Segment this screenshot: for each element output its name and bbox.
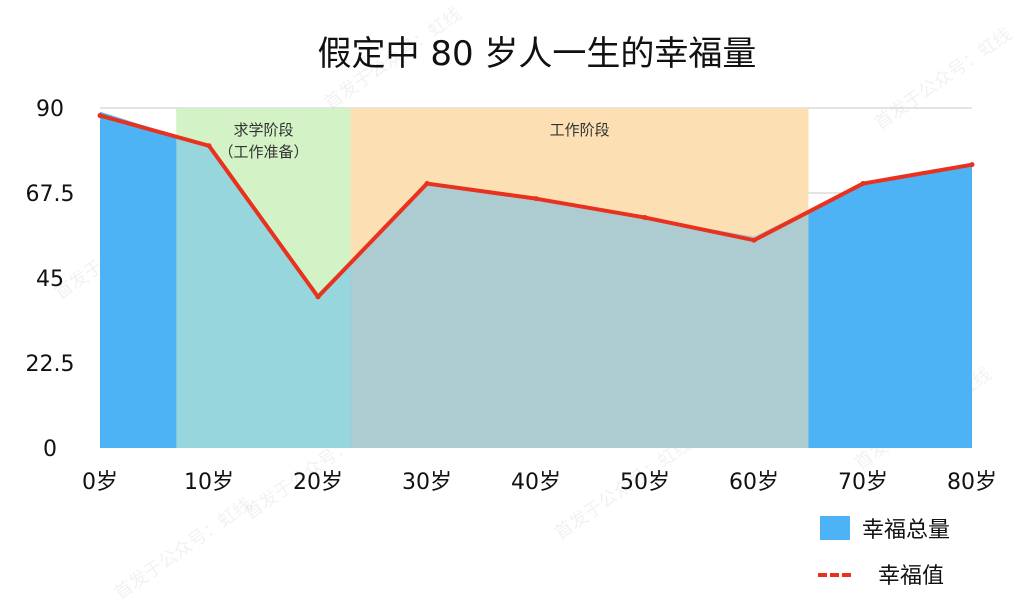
legend-label: 幸福值	[878, 564, 944, 589]
x-tick-label: 30岁	[402, 470, 452, 495]
x-tick-label: 10岁	[184, 470, 234, 495]
x-tick-label: 60岁	[729, 470, 779, 495]
x-tick-label: 20岁	[293, 470, 343, 495]
happiness-value-point	[860, 181, 866, 187]
x-tick-label: 40岁	[511, 470, 561, 495]
x-tick-label: 0岁	[82, 470, 118, 495]
y-tick-label: 45	[36, 267, 64, 292]
y-axis-ticks: 0 22.5 45 67.5 90	[26, 97, 75, 462]
watermark-text: 首发于公众号：虹线	[871, 24, 1016, 134]
band-label: 工作阶段	[550, 121, 610, 139]
line-layer	[97, 113, 975, 300]
band-overlays	[176, 108, 809, 448]
happiness-value-point	[97, 113, 103, 119]
band-label: 求学阶段	[233, 121, 293, 139]
happiness-value-point	[424, 181, 430, 187]
x-tick-label: 50岁	[620, 470, 670, 495]
happiness-value-point	[533, 196, 539, 202]
x-tick-label: 70岁	[838, 470, 888, 495]
band-labels: 求学阶段 （工作准备） 工作阶段	[218, 121, 609, 161]
happiness-value-point	[315, 294, 321, 300]
legend-label: 幸福总量	[862, 518, 950, 543]
stage-band-overlay	[176, 108, 351, 448]
y-tick-label: 67.5	[26, 182, 75, 207]
happiness-value-point	[642, 215, 648, 221]
happiness-value-point	[206, 143, 212, 149]
y-tick-label: 0	[43, 437, 57, 462]
happiness-value-point	[751, 237, 757, 243]
stage-band-overlay	[350, 108, 809, 448]
chart-title: 假定中 80 岁人一生的幸福量	[318, 34, 757, 74]
x-tick-label: 80岁	[947, 470, 997, 495]
happiness-value-point	[969, 162, 975, 168]
legend-swatch-area	[820, 516, 850, 540]
x-axis-ticks: 0岁 10岁 20岁 30岁 40岁 50岁 60岁 70岁 80岁	[82, 470, 997, 495]
watermark-text: 首发于公众号：虹线	[111, 494, 256, 604]
y-tick-label: 90	[36, 97, 64, 122]
band-label: （工作准备）	[218, 143, 308, 161]
y-tick-label: 22.5	[26, 352, 75, 377]
